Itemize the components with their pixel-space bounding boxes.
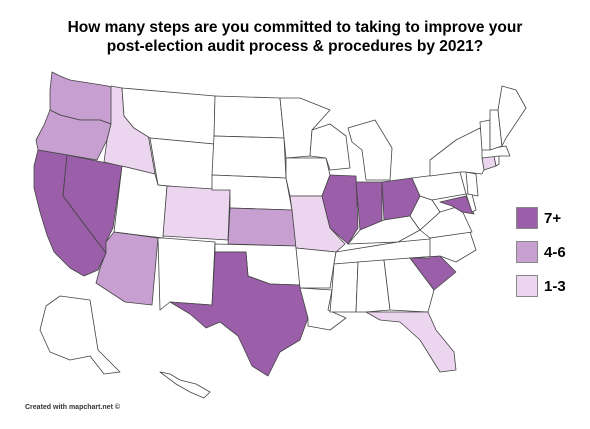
state-colorado[interactable] <box>162 185 231 241</box>
legend-swatch-high <box>516 207 538 229</box>
state-wisconsin[interactable] <box>309 123 351 171</box>
state-new-york[interactable] <box>429 127 489 177</box>
state-arkansas[interactable] <box>295 247 337 289</box>
state-wyoming[interactable] <box>149 137 215 191</box>
legend-label-low: 1-3 <box>544 278 566 295</box>
state-west-virginia[interactable] <box>409 195 441 231</box>
state-new-jersey[interactable] <box>465 171 479 197</box>
state-pennsylvania[interactable] <box>411 171 467 201</box>
state-alaska[interactable] <box>39 295 121 375</box>
state-florida[interactable] <box>365 311 457 373</box>
title-line-2: post-election audit process & procedures… <box>106 38 484 55</box>
title-line-1: How many steps are you committed to taki… <box>67 19 523 36</box>
state-michigan[interactable] <box>347 119 393 181</box>
credit-text: Created with mapchart.net © <box>25 404 121 411</box>
state-maryland[interactable] <box>439 195 475 215</box>
state-north-dakota[interactable] <box>213 95 285 139</box>
state-north-carolina[interactable] <box>409 231 477 263</box>
map-title: How many steps are you committed to taki… <box>0 18 590 56</box>
state-alabama[interactable] <box>355 259 391 313</box>
legend-item-low: 1-3 <box>516 275 586 299</box>
legend-item-mid: 4-6 <box>516 241 586 265</box>
legend-label-high: 7+ <box>544 210 562 227</box>
state-mississippi[interactable] <box>329 261 359 313</box>
state-texas[interactable] <box>169 251 309 377</box>
state-vermont[interactable] <box>479 119 491 151</box>
state-south-dakota[interactable] <box>211 135 287 179</box>
state-georgia[interactable] <box>383 257 435 313</box>
legend-item-high: 7+ <box>516 207 586 231</box>
legend-swatch-low <box>516 275 538 297</box>
legend-swatch-mid <box>516 241 538 263</box>
state-kansas[interactable] <box>227 207 297 247</box>
state-iowa[interactable] <box>285 157 331 197</box>
state-new-mexico[interactable] <box>157 237 216 311</box>
state-maine[interactable] <box>497 85 527 147</box>
state-hawaii[interactable] <box>159 371 211 399</box>
legend-label-mid: 4-6 <box>544 244 566 261</box>
state-arizona[interactable] <box>95 231 159 306</box>
